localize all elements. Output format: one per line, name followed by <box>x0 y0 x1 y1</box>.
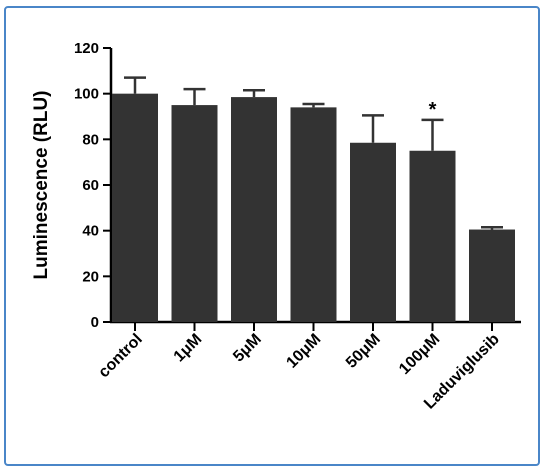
x-category-label: 1μM <box>171 331 206 366</box>
y-tick-label: 120 <box>74 40 99 57</box>
x-category-label: 5μM <box>230 331 265 366</box>
bar <box>290 107 337 322</box>
y-tick-label: 80 <box>82 131 99 148</box>
bars <box>112 93 515 323</box>
error-bars <box>124 76 503 230</box>
bar <box>171 105 218 322</box>
x-category-label: 100μM <box>396 331 443 378</box>
y-tick-label: 40 <box>82 223 99 240</box>
y-tick-label: 0 <box>91 314 99 331</box>
y-tick-label: 100 <box>74 86 99 103</box>
bar <box>409 150 456 322</box>
bar <box>469 229 515 322</box>
x-category-label: control <box>95 331 145 381</box>
y-tick-label: 20 <box>82 268 99 285</box>
y-tick-label: 60 <box>82 177 99 194</box>
bar <box>350 142 396 322</box>
bar <box>231 97 277 322</box>
x-category-label: 50μM <box>343 331 384 372</box>
significance-marker: * <box>429 99 437 121</box>
x-category-label: 10μM <box>283 331 324 372</box>
bar <box>112 93 158 323</box>
y-axis-title: Luminescence (RLU) <box>31 91 52 280</box>
